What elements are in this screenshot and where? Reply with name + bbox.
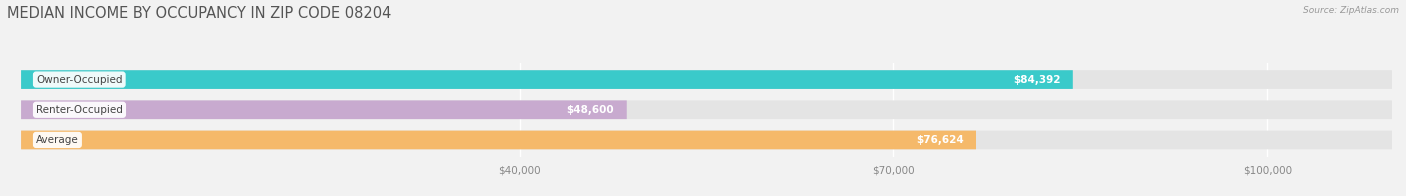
FancyBboxPatch shape bbox=[21, 100, 1392, 119]
FancyBboxPatch shape bbox=[21, 70, 1392, 89]
Text: $84,392: $84,392 bbox=[1012, 74, 1060, 84]
Text: Source: ZipAtlas.com: Source: ZipAtlas.com bbox=[1303, 6, 1399, 15]
Text: $48,600: $48,600 bbox=[567, 105, 614, 115]
Text: Average: Average bbox=[37, 135, 79, 145]
FancyBboxPatch shape bbox=[21, 100, 627, 119]
Text: MEDIAN INCOME BY OCCUPANCY IN ZIP CODE 08204: MEDIAN INCOME BY OCCUPANCY IN ZIP CODE 0… bbox=[7, 6, 391, 21]
Text: $76,624: $76,624 bbox=[915, 135, 963, 145]
Text: Owner-Occupied: Owner-Occupied bbox=[37, 74, 122, 84]
Text: Renter-Occupied: Renter-Occupied bbox=[37, 105, 122, 115]
FancyBboxPatch shape bbox=[21, 131, 1392, 149]
FancyBboxPatch shape bbox=[21, 131, 976, 149]
FancyBboxPatch shape bbox=[21, 70, 1073, 89]
